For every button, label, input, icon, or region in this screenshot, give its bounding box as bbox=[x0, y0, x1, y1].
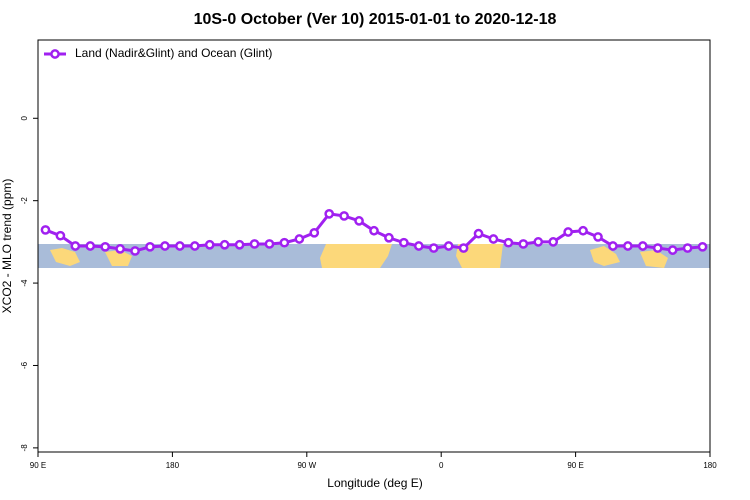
y-tick-label: -4 bbox=[20, 279, 29, 287]
data-point bbox=[578, 225, 588, 236]
data-point bbox=[667, 245, 678, 255]
data-point bbox=[85, 241, 96, 251]
x-tick-label: 90 W bbox=[297, 461, 316, 470]
data-point bbox=[189, 241, 200, 251]
data-point bbox=[309, 227, 320, 238]
plot-frame bbox=[37, 39, 711, 453]
data-point bbox=[563, 227, 573, 237]
data-point bbox=[652, 243, 663, 253]
data-point bbox=[234, 239, 245, 250]
data-point bbox=[40, 225, 51, 235]
data-point bbox=[413, 241, 424, 251]
x-axis-label: Longitude (deg E) bbox=[327, 476, 422, 490]
data-point bbox=[100, 241, 111, 252]
data-point bbox=[593, 232, 603, 242]
data-point bbox=[369, 225, 379, 236]
data-point bbox=[264, 239, 275, 249]
data-point bbox=[204, 239, 215, 250]
land bbox=[50, 248, 80, 266]
x-tick-label: 180 bbox=[703, 461, 717, 470]
x-tick-label: 180 bbox=[166, 461, 180, 470]
data-point bbox=[608, 241, 618, 251]
data-point bbox=[428, 243, 439, 253]
data-point bbox=[145, 241, 155, 252]
data-point bbox=[697, 241, 708, 252]
data-point bbox=[354, 216, 364, 226]
data-point bbox=[219, 239, 230, 250]
chart-title: 10S-0 October (Ver 10) 2015-01-01 to 202… bbox=[194, 11, 557, 28]
legend-marker bbox=[50, 49, 60, 59]
data-point bbox=[279, 237, 290, 248]
y-tick-label: 0 bbox=[20, 116, 29, 121]
y-tick-label: -8 bbox=[20, 444, 29, 452]
data-point bbox=[249, 239, 260, 249]
data-point bbox=[458, 243, 469, 253]
land bbox=[640, 250, 668, 268]
data-point bbox=[682, 243, 693, 253]
x-tick-label: 90 E bbox=[30, 461, 46, 470]
data-point bbox=[548, 237, 559, 247]
data-point bbox=[637, 241, 648, 251]
data-point bbox=[160, 241, 170, 251]
land bbox=[105, 250, 132, 266]
data-point bbox=[130, 246, 140, 256]
data-point bbox=[503, 237, 514, 248]
data-point bbox=[339, 211, 349, 221]
data-point bbox=[70, 241, 81, 251]
y-axis-label: XCO2 - MLO trend (ppm) bbox=[0, 179, 14, 314]
map-background bbox=[38, 244, 710, 268]
data-point bbox=[533, 237, 544, 247]
data-point bbox=[488, 234, 499, 244]
legend-label: Land (Nadir&Glint) and Ocean (Glint) bbox=[75, 46, 272, 60]
data-point bbox=[175, 241, 185, 251]
data-point bbox=[399, 237, 409, 248]
data-point bbox=[473, 228, 484, 239]
data-point bbox=[115, 244, 125, 254]
land bbox=[320, 244, 392, 268]
data-point bbox=[55, 230, 66, 241]
y-tick-label: -6 bbox=[20, 361, 29, 369]
data-point bbox=[294, 234, 305, 244]
data-point bbox=[623, 241, 633, 251]
x-tick-label: 0 bbox=[439, 461, 444, 470]
data-point bbox=[384, 232, 394, 243]
data-point bbox=[324, 209, 335, 219]
x-tick-label: 90 E bbox=[567, 461, 583, 470]
data-point bbox=[443, 241, 454, 251]
land bbox=[590, 246, 620, 266]
data-point bbox=[518, 239, 529, 249]
y-tick-label: -2 bbox=[20, 197, 29, 205]
